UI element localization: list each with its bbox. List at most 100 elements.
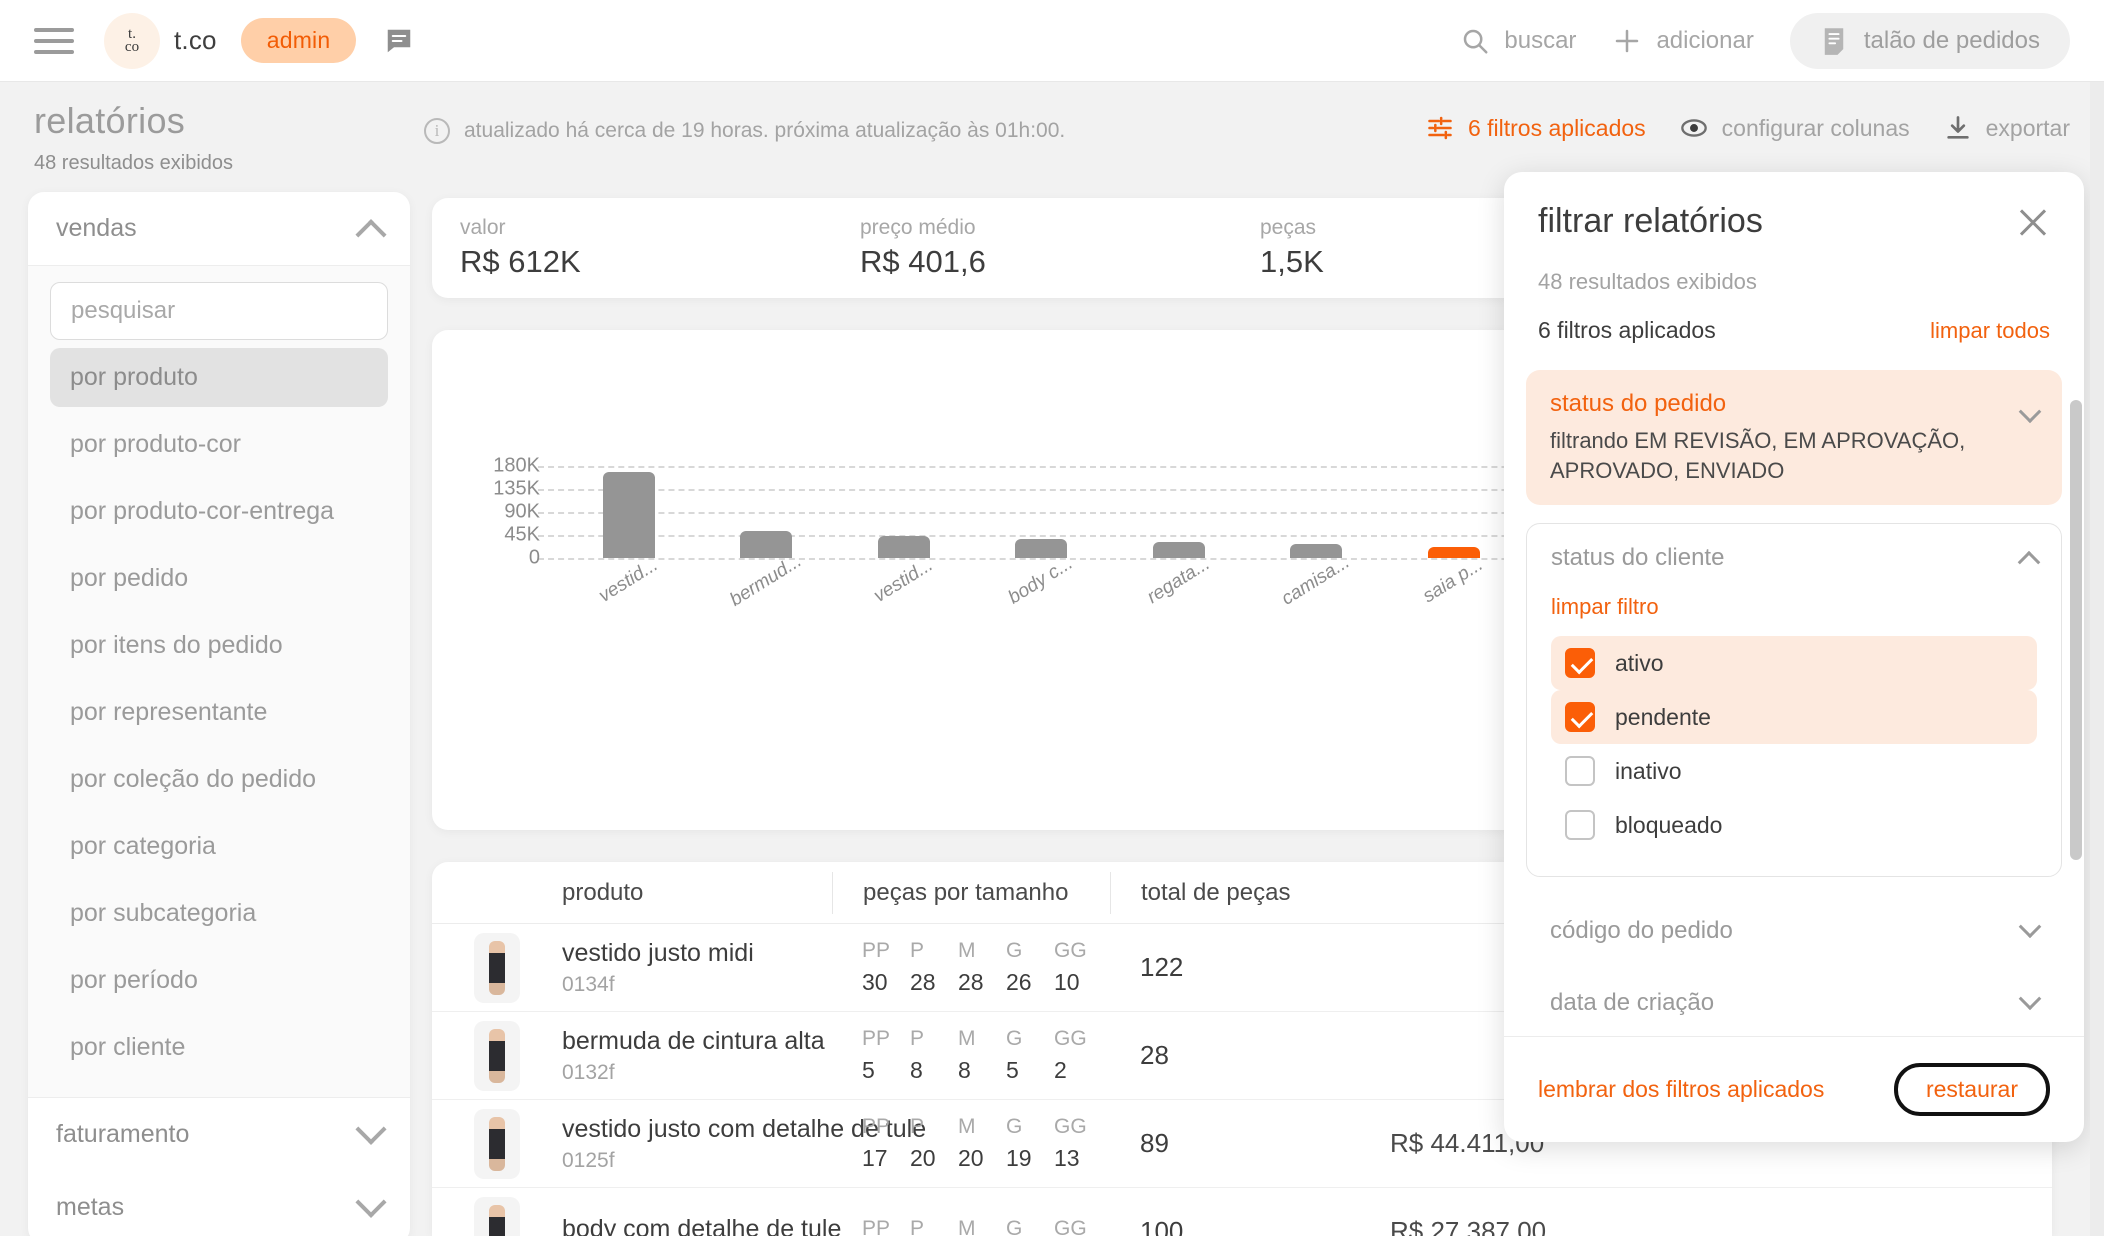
sidebar-item-por-categoria[interactable]: por categoria (50, 817, 388, 876)
sidebar-item-por-produto-cor-entrega[interactable]: por produto-cor-entrega (50, 482, 388, 541)
filter-status-do-pedido-label: status do pedido (1550, 390, 1727, 417)
product-thumbnail (432, 1196, 562, 1236)
filter-status-do-cliente-header[interactable]: status do cliente (1551, 544, 2041, 574)
filters-applied-button[interactable]: 6 filtros aplicados (1426, 114, 1646, 142)
chart-bar-slot (835, 466, 973, 558)
chart-bar[interactable] (740, 531, 793, 558)
export-button[interactable]: exportar (1944, 114, 2070, 142)
order-pad-button[interactable]: talão de pedidos (1789, 12, 2070, 69)
sidebar-item-por-produto-cor[interactable]: por produto-cor (50, 415, 388, 474)
sidebar-group-faturamento[interactable]: faturamento (28, 1098, 410, 1171)
restore-button[interactable]: restaurar (1893, 1063, 2050, 1116)
chart-bar[interactable] (1427, 546, 1480, 558)
hamburger-menu-icon[interactable] (34, 26, 74, 56)
table-body: vestido justo midi 0134f PP 30 P 28 M 28 G 26 GG 10… (432, 924, 2052, 1236)
table-row[interactable]: vestido justo com detalhe de tule 0125f PP… (432, 1100, 2052, 1188)
remember-filters-button[interactable]: lembrar dos filtros aplicados (1538, 1076, 1825, 1102)
sidebar-item-label: por categoria (70, 832, 216, 860)
brand-name[interactable]: t.co (174, 25, 217, 55)
sidebar-item-por-colecao-do-pedido[interactable]: por coleção do pedido (50, 750, 388, 809)
chart-bar[interactable] (1290, 543, 1343, 558)
chart-x-label-slot: vestid... (560, 554, 698, 607)
chart-bar-slot (1248, 466, 1386, 558)
sidebar-item-por-produto[interactable]: por produto (50, 348, 388, 407)
size-quantity: 10 (1054, 969, 1080, 995)
table-header-produto: produto (562, 878, 644, 906)
clear-filter-button[interactable]: limpar filtro (1551, 594, 1659, 620)
role-badge[interactable]: admin (240, 18, 357, 63)
configure-columns-button[interactable]: configurar colunas (1680, 114, 1910, 142)
results-count: 48 resultados exibidos (34, 152, 234, 174)
sidebar-item-por-itens-do-pedido[interactable]: por itens do pedido (50, 616, 388, 675)
sizes-cell: PP 30 P 28 M 28 G 26 GG 10 (832, 939, 1110, 996)
header-actions: 6 filtros aplicados configurar colunas e… (1426, 114, 2070, 142)
filter-status-do-cliente-label: status do cliente (1551, 544, 1725, 572)
sidebar-item-por-cliente[interactable]: por cliente (50, 1018, 388, 1077)
total-pieces-cell: 122 (1140, 952, 1184, 982)
size-label: PP (862, 1115, 891, 1138)
size-column: P (910, 1217, 958, 1236)
chart-gridline (538, 489, 1658, 491)
sizes-cell: PP 17 P 20 M 20 G 19 GG 13 (832, 1115, 1110, 1172)
filter-option-ativo[interactable]: ativo (1551, 636, 2037, 691)
filters-applied-label: 6 filtros aplicados (1467, 114, 1646, 141)
table-row[interactable]: vestido justo midi 0134f PP 30 P 28 M 28 G 26 GG 10… (432, 924, 2052, 1012)
search-button[interactable]: buscar (1460, 26, 1576, 56)
size-label: M (958, 1027, 976, 1050)
checkbox-icon[interactable] (1565, 648, 1595, 679)
filter-panel-scrollbar[interactable] (2070, 400, 2082, 860)
size-label: GG (1054, 1027, 1087, 1050)
size-quantity: 19 (1006, 1145, 1032, 1171)
chevron-down-icon (2018, 987, 2042, 1011)
chart-x-label-slot: body c... (973, 553, 1111, 609)
filter-data-de-criacao[interactable]: data de criação (1526, 967, 2062, 1036)
filter-panel-title: filtrar relatórios (1538, 202, 1763, 240)
sidebar-item-por-representante[interactable]: por representante (50, 683, 388, 742)
filter-option-pendente[interactable]: pendente (1551, 690, 2037, 745)
filter-panel-footer: lembrar dos filtros aplicados restaurar (1504, 1036, 2084, 1142)
table-row[interactable]: body com detalhe de tule PP P M G GG 100 R$ 27.… (432, 1188, 2052, 1236)
size-column: PP (862, 1217, 910, 1236)
filter-option-bloqueado[interactable]: bloqueado (1551, 798, 2037, 852)
chart-bar[interactable] (602, 472, 655, 558)
chart-x-label-slot: regata... (1110, 553, 1248, 608)
sidebar-item-por-pedido[interactable]: por pedido (50, 549, 388, 608)
page-title: relatórios (34, 100, 186, 141)
sidebar-group-vendas[interactable]: vendas (28, 192, 410, 265)
product-code: 0134f (562, 972, 615, 996)
chat-bubble-icon[interactable] (384, 26, 414, 56)
size-quantity: 30 (862, 969, 888, 995)
checkbox-icon[interactable] (1565, 756, 1595, 787)
filter-option-inativo[interactable]: inativo (1551, 744, 2037, 798)
chart-bar[interactable] (1015, 539, 1068, 558)
chart-bar[interactable] (877, 535, 930, 558)
chart-x-label-slot: saia p... (1385, 554, 1523, 607)
sidebar-item-por-subcategoria[interactable]: por subcategoria (50, 884, 388, 943)
table-row[interactable]: bermuda de cintura alta 0132f PP 5 P 8 M 8 G 5 GG 2… (432, 1012, 2052, 1100)
filter-status-do-pedido[interactable]: status do pedido filtrando EM REVISÃO, E… (1526, 370, 2062, 506)
chart-x-label-slot: vestid... (835, 554, 973, 607)
refresh-note: i atualizado há cerca de 19 horas. próxi… (424, 118, 1065, 144)
sidebar-item-por-periodo[interactable]: por período (50, 951, 388, 1010)
size-label: P (910, 1115, 925, 1138)
filter-panel-body: status do pedido filtrando EM REVISÃO, E… (1504, 370, 2084, 1036)
chart-x-label-slot: camisa... (1248, 552, 1386, 610)
filter-status-do-cliente: status do cliente limpar filtro ativo pe… (1526, 523, 2062, 878)
info-icon: i (424, 118, 450, 144)
filter-codigo-do-pedido[interactable]: código do pedido (1526, 895, 2062, 967)
brand-logo[interactable]: t. co (104, 12, 160, 69)
search-input[interactable] (50, 282, 388, 340)
checkbox-icon[interactable] (1565, 702, 1595, 733)
size-quantity: 28 (958, 969, 984, 995)
filter-data-de-criacao-label: data de criação (1550, 989, 1715, 1017)
checkbox-icon[interactable] (1565, 810, 1595, 841)
clear-all-filters-button[interactable]: limpar todos (1930, 317, 2050, 343)
size-column: M 20 (958, 1115, 1006, 1172)
size-quantity: 20 (958, 1145, 984, 1171)
page-scrollbar[interactable] (2090, 82, 2104, 1236)
add-button[interactable]: adicionar (1612, 26, 1754, 56)
close-icon[interactable] (2016, 205, 2050, 239)
sidebar-item-label: por cliente (70, 1033, 186, 1061)
sidebar-group-metas[interactable]: metas (28, 1171, 410, 1236)
chart-bar[interactable] (1152, 541, 1205, 558)
